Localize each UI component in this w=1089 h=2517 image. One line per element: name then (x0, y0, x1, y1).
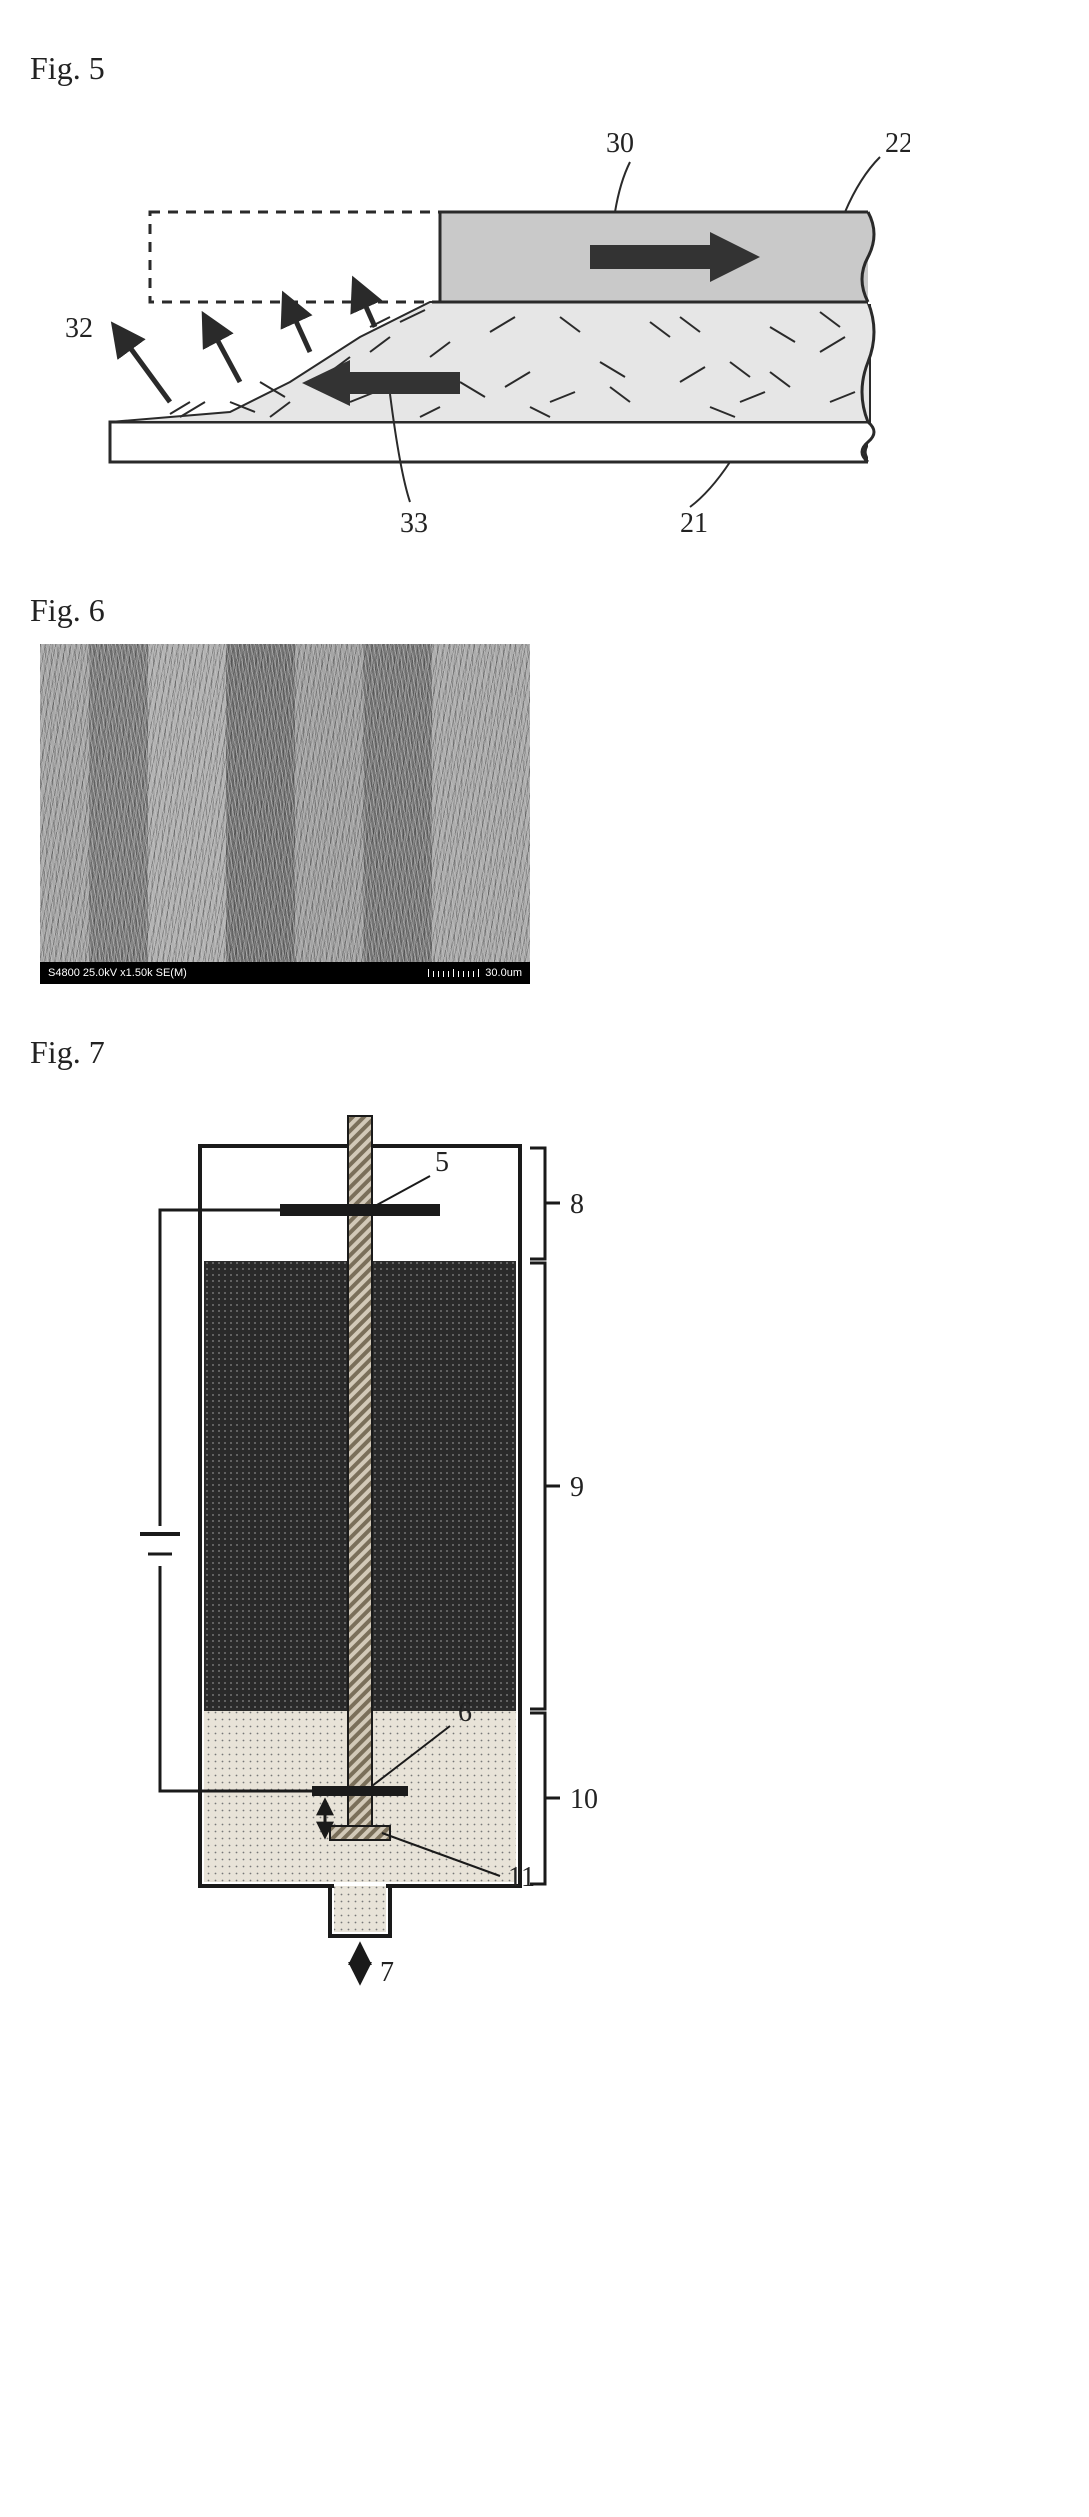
label-30: 30 (606, 128, 634, 159)
sem-scale-ticks (428, 969, 479, 977)
label-9: 9 (570, 1472, 584, 1503)
label-7: 7 (380, 1957, 394, 1986)
sem-info-bar: S4800 25.0kV x1.50k SE(M) 30.0um (40, 962, 530, 984)
plate-foot (330, 1826, 390, 1840)
label-22: 22 (885, 128, 910, 159)
sem-texture (40, 644, 530, 984)
plate-lower (312, 1786, 408, 1796)
sem-scale: 30.0um (428, 967, 522, 979)
figure-7: Fig. 7 (30, 1034, 1059, 1986)
label-32: 32 (65, 313, 93, 344)
figure-5: Fig. 5 (30, 50, 1059, 542)
figure-6: Fig. 6 S4800 25.0kV x1.50k SE(M) 30.0um (30, 592, 1059, 984)
plate-5 (280, 1204, 440, 1216)
label-6: 6 (458, 1697, 472, 1728)
fig6-label: Fig. 6 (30, 592, 1059, 629)
label-5: 5 (435, 1147, 449, 1178)
fig5-diagram: 30 22 32 33 21 (30, 102, 910, 542)
substrate-21 (110, 422, 870, 462)
bracket-8 (530, 1148, 560, 1259)
label-21: 21 (680, 508, 708, 539)
roller-prev-outline (150, 212, 440, 302)
sem-scale-text: 30.0um (485, 967, 522, 979)
fig7-label: Fig. 7 (30, 1034, 1059, 1071)
bracket-9 (530, 1263, 560, 1709)
label-8: 8 (570, 1189, 584, 1220)
label-11: 11 (508, 1862, 535, 1893)
fig5-label: Fig. 5 (30, 50, 1059, 87)
label-10: 10 (570, 1784, 598, 1815)
powder-bed (110, 302, 870, 422)
bracket-10 (530, 1713, 560, 1884)
sem-micrograph: S4800 25.0kV x1.50k SE(M) 30.0um (40, 644, 530, 984)
label-33: 33 (400, 508, 428, 539)
fig7-diagram: 5 8 9 10 6 11 7 (30, 1086, 730, 1986)
central-rod (348, 1116, 372, 1836)
sem-meta-text: S4800 25.0kV x1.50k SE(M) (48, 967, 187, 979)
